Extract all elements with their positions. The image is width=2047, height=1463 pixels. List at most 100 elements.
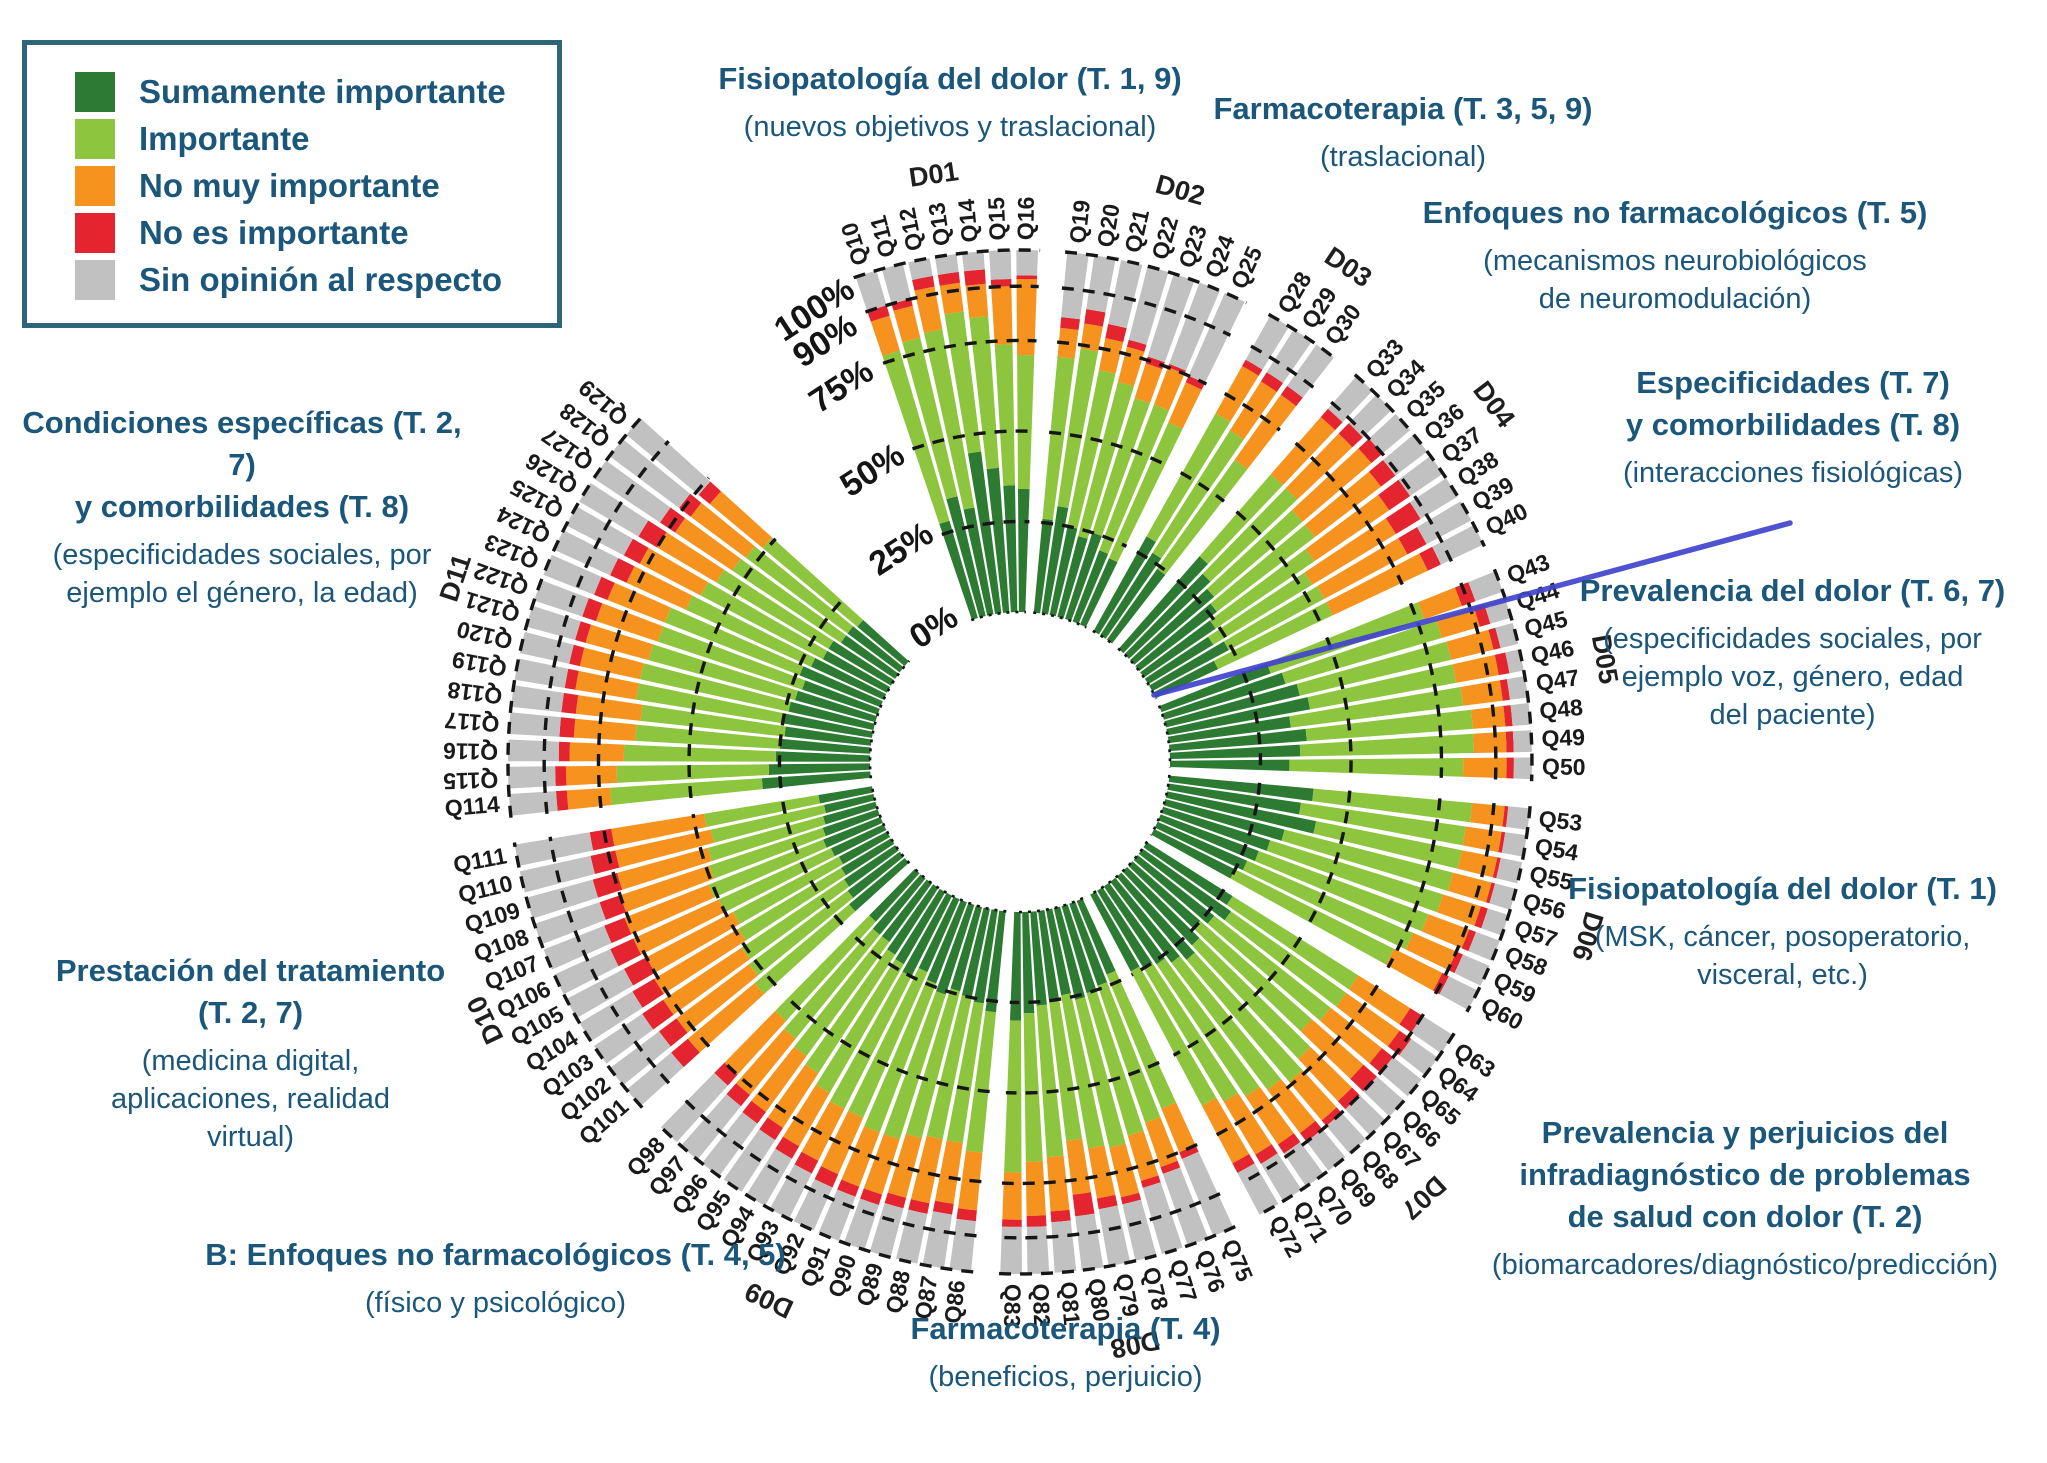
- gridline-ring-25: [1228, 782, 1262, 881]
- bar-Q102: [609, 851, 904, 1086]
- question-label-Q115: Q115: [443, 767, 499, 795]
- gridline-ring-100: [1256, 1032, 1456, 1218]
- bar-Q63: [1143, 842, 1454, 1054]
- question-label-Q54: Q54: [1533, 833, 1580, 866]
- annotation-title: Prevalencia del dolor (T. 6, 7): [1579, 573, 2006, 608]
- bar-Q47: [1167, 676, 1528, 744]
- question-label-Q49: Q49: [1541, 724, 1586, 752]
- annotation-subtitle: (especificidades sociales, por ejemplo e…: [52, 538, 432, 609]
- bar-Q12: [908, 258, 994, 616]
- bar-Q77: [1061, 904, 1183, 1254]
- bar-Q21: [1049, 260, 1143, 617]
- bar-Q76: [1069, 901, 1209, 1246]
- bar-Q111: [514, 786, 874, 866]
- question-label-Q14: Q14: [953, 198, 983, 244]
- gridline-ring-100: [1353, 373, 1486, 548]
- annotation-title: Farmacoterapia (T. 3, 5, 9): [1213, 91, 1593, 126]
- gridline-ring-90: [1250, 344, 1315, 389]
- bar-Q30: [1106, 344, 1334, 644]
- gridline-ring-25: [1135, 550, 1170, 574]
- gridline-ring-50: [1179, 471, 1226, 503]
- bar-Q93: [769, 892, 953, 1219]
- legend-swatch-red: [75, 213, 115, 253]
- gridline-ring-25: [780, 799, 844, 926]
- gridline-ring-50: [1172, 936, 1303, 1057]
- domain-label-D03: D03: [1319, 241, 1377, 293]
- annotation-especificidades-t7: Especificidades (T. 7) y comorbilidades …: [1568, 362, 2018, 492]
- annotation-subtitle: (especificidades sociales, por ejemplo v…: [1603, 622, 1982, 732]
- gridline-ring-75: [1386, 798, 1442, 969]
- bar-Q104: [579, 838, 895, 1042]
- bar-Q22: [1057, 266, 1169, 619]
- bar-Q94: [746, 888, 946, 1206]
- gridline-ring-0: [913, 867, 1007, 913]
- annotation-prestacion-del-tratamiento: Prestación del tratamiento (T. 2, 7) (me…: [28, 950, 473, 1156]
- bar-Q124: [554, 530, 887, 700]
- gridline-ring-90: [999, 1192, 1221, 1240]
- gridline-ring-90: [1330, 400, 1454, 563]
- gridline-ring-75: [722, 1060, 982, 1184]
- radial-tick-label-50: 50%: [834, 436, 912, 505]
- question-label-Q47: Q47: [1534, 664, 1581, 696]
- legend-swatch-dark-green: [75, 72, 115, 112]
- bar-Q36: [1135, 434, 1428, 671]
- gridline-ring-100: [658, 1124, 974, 1274]
- bar-Q19: [1033, 252, 1089, 614]
- bar-Q14: [961, 251, 1010, 613]
- annotation-title: Prestación del tratamiento (T. 2, 7): [55, 953, 446, 1030]
- gridline-ring-0: [970, 610, 1026, 622]
- gridline-ring-90: [1433, 802, 1496, 995]
- bar-Q88: [896, 907, 990, 1264]
- gridline-ring-100: [512, 842, 644, 1109]
- bar-Q123: [543, 554, 883, 708]
- legend-item: Importante: [75, 119, 547, 159]
- gridline-ring-50: [785, 995, 990, 1094]
- question-label-Q114: Q114: [444, 791, 501, 822]
- bar-Q110: [519, 794, 875, 893]
- legend-label: No muy importante: [139, 166, 440, 204]
- gridline-ring-100: [1465, 806, 1532, 1013]
- annotation-subtitle: (nuevos objetivos y traslacional): [743, 110, 1157, 143]
- annotation-title: Especificidades (T. 7) y comorbilidades …: [1625, 365, 1961, 442]
- domain-label-D04: D04: [1467, 376, 1521, 434]
- gridline-ring-50: [691, 813, 778, 987]
- gridline-ring-25: [1176, 578, 1240, 662]
- bar-Q23: [1065, 273, 1195, 621]
- bar-Q45: [1164, 622, 1519, 728]
- bar-Q81: [1030, 911, 1077, 1273]
- annotation-title: Prevalencia y perjuicios del infradiagnó…: [1519, 1115, 1971, 1234]
- bar-Q66: [1128, 861, 1405, 1117]
- annotation-subtitle: (físico y psicológico): [364, 1286, 627, 1319]
- blue-pointer-line: [1151, 520, 1793, 698]
- legend: Sumamente importante Importante No muy i…: [22, 40, 562, 328]
- gridline-ring-90: [548, 836, 671, 1085]
- gridline-ring-75: [1408, 602, 1444, 778]
- annotation-title: B: Enfoques no farmacológicos (T. 4, 5): [205, 1237, 786, 1272]
- bar-Q48: [1169, 703, 1531, 752]
- bar-Q65: [1133, 855, 1422, 1097]
- question-label-Q116: Q116: [443, 738, 499, 765]
- gridline-ring-75: [1001, 1142, 1198, 1186]
- annotation-farmacoterapia-t4: Farmacoterapia (T. 4) (beneficios, perju…: [848, 1308, 1283, 1396]
- annotation-subtitle: (beneficios, perjuicio): [928, 1360, 1203, 1393]
- bar-Q78: [1053, 906, 1157, 1261]
- annotation-fisiopatologia-t19: Fisiopatología del dolor (T. 1, 9) (nuev…: [645, 58, 1255, 146]
- bar-Q49: [1169, 730, 1532, 759]
- annotation-title: Enfoques no farmacológicos (T. 5): [1422, 195, 1928, 230]
- question-label-Q117: Q117: [444, 707, 501, 737]
- bar-Q11: [881, 263, 986, 618]
- question-label-Q53: Q53: [1537, 805, 1583, 836]
- question-label-Q86: Q86: [939, 1279, 970, 1325]
- gridline-ring-50: [1235, 510, 1322, 624]
- legend-label: No es importante: [139, 213, 409, 251]
- annotation-enfoques-no-farmacologicos-t5: Enfoques no farmacológicos (T. 5) (mecan…: [1385, 192, 1965, 318]
- bar-Q20: [1041, 255, 1116, 615]
- legend-item: No muy importante: [75, 166, 547, 206]
- annotation-subtitle: (mecanismos neurobiológicos de neuromodu…: [1483, 244, 1867, 316]
- bar-Q125: [566, 506, 891, 693]
- bar-Q24: [1072, 282, 1220, 624]
